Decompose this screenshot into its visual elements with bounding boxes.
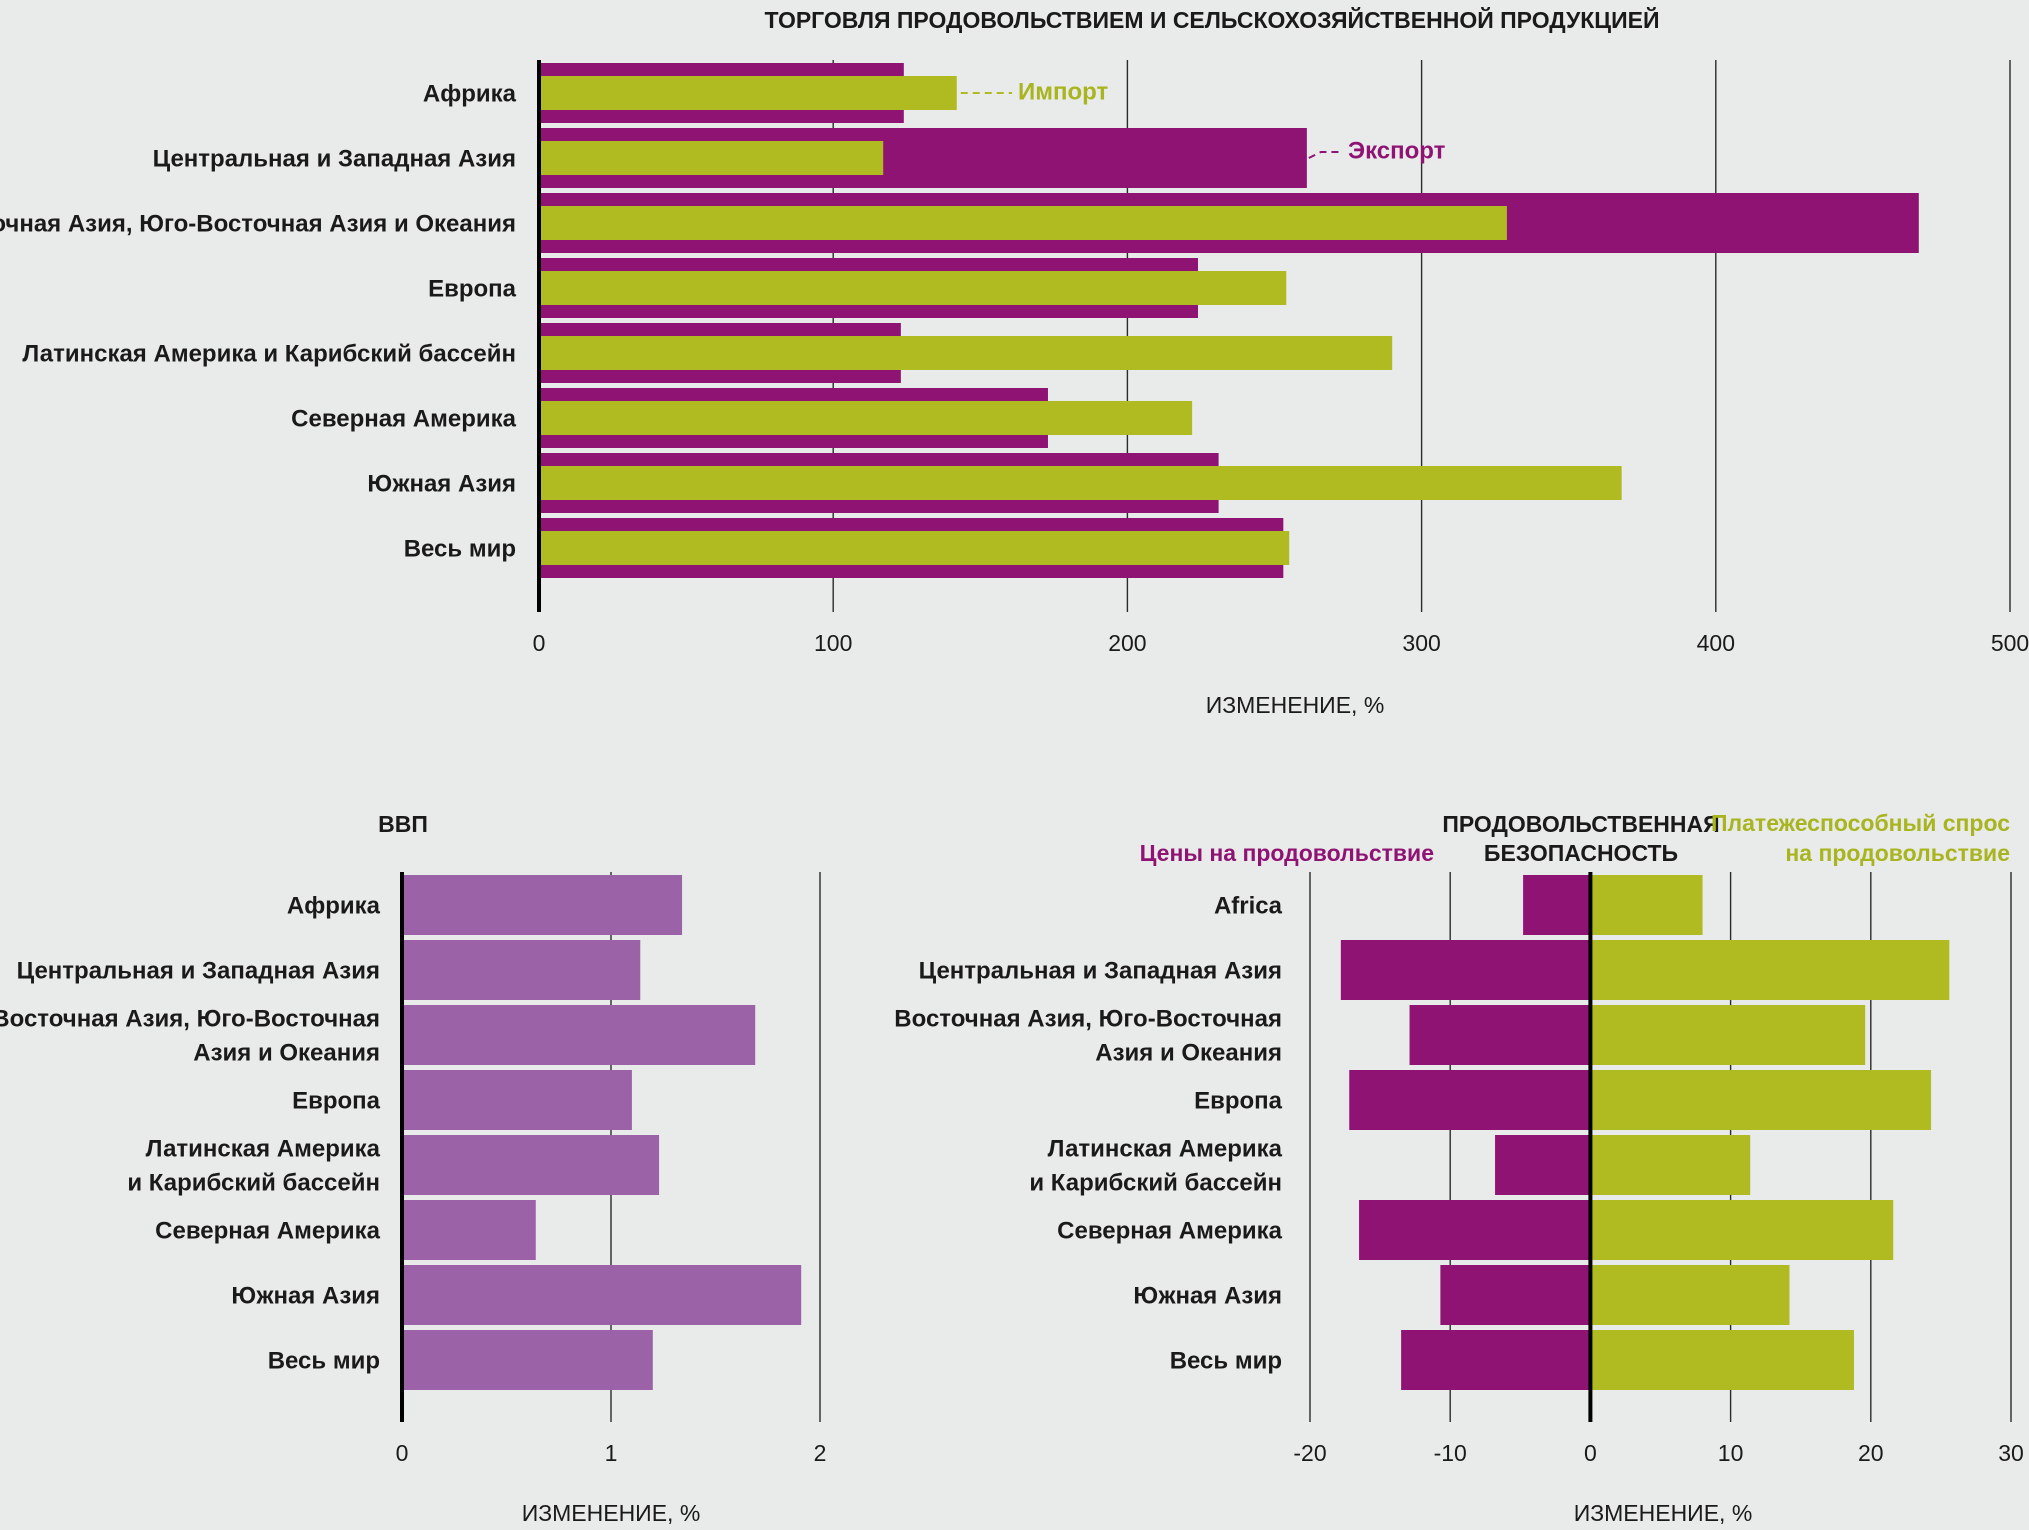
category-label: Восточная Азия, Юго-Восточная Азия и Оке… xyxy=(0,210,516,237)
x-tick-label: 10 xyxy=(1718,1440,1744,1466)
gdp-x-axis-label: ИЗМЕНЕНИЕ, % xyxy=(522,1500,701,1526)
food-price-bar xyxy=(1340,940,1591,1000)
demand-bar xyxy=(1590,1135,1751,1195)
category-label: Латинская Америка и Карибский бассейн xyxy=(127,1135,380,1196)
import-bar xyxy=(539,466,1622,500)
category-label: Северная Америка xyxy=(291,405,517,432)
demand-bar xyxy=(1590,940,1950,1000)
x-tick-label: 0 xyxy=(396,1440,409,1466)
food-price-bar xyxy=(1523,875,1591,935)
category-label: Латинская Америка и Карибский бассейн xyxy=(22,340,516,367)
demand-bar xyxy=(1590,1005,1866,1065)
food-price-bar xyxy=(1349,1070,1591,1130)
x-tick-label: -10 xyxy=(1434,1440,1467,1466)
trade-chart: ТОРГОВЛЯ ПРОДОВОЛЬСТВИЕМ И СЕЛЬСКОХОЗЯЙС… xyxy=(0,6,2029,718)
food-security-x-axis-label: ИЗМЕНЕНИЕ, % xyxy=(1574,1500,1753,1526)
gdp-bar xyxy=(402,1005,756,1065)
category-label: Восточная Азия, Юго-Восточная Азия и Океа… xyxy=(0,1005,380,1066)
x-tick-label: 300 xyxy=(1402,630,1440,656)
category-label: Африка xyxy=(287,892,381,919)
category-label: Южная Азия xyxy=(231,1282,380,1309)
category-label: Южная Азия xyxy=(1133,1282,1282,1309)
gdp-bar xyxy=(402,875,683,935)
gdp-bar xyxy=(402,1070,632,1130)
category-label: Южная Азия xyxy=(367,470,516,497)
demand-bar xyxy=(1590,1070,1932,1130)
category-label: Весь мир xyxy=(404,535,516,562)
demand-bar xyxy=(1590,1265,1790,1325)
x-tick-label: 0 xyxy=(533,630,546,656)
export-annotation: Экспорт xyxy=(1348,137,1446,164)
import-bar xyxy=(539,336,1393,370)
import-bar xyxy=(539,206,1507,240)
import-bar xyxy=(539,531,1290,565)
demand-bar xyxy=(1590,1330,1854,1390)
category-label: Африка xyxy=(423,80,517,107)
x-tick-label: 1 xyxy=(605,1440,618,1466)
legend-demand-line-1: Платежеспособный спрос xyxy=(1711,810,2010,836)
food-security-chart: ПРОДОВОЛЬСТВЕННАЯ БЕЗОПАСНОСТЬ Цены на про… xyxy=(894,810,2024,1526)
gdp-bar xyxy=(402,1265,802,1325)
x-tick-label: 30 xyxy=(1998,1440,2024,1466)
trade-chart-title: ТОРГОВЛЯ ПРОДОВОЛЬСТВИЕМ И СЕЛЬСКОХОЗЯЙС… xyxy=(764,6,1659,33)
legend-demand-line-2: на продовольствие xyxy=(1785,840,2010,866)
import-annotation: Импорт xyxy=(1018,78,1109,105)
category-label: Центральная и Западная Азия xyxy=(17,957,380,984)
food-price-bar xyxy=(1401,1330,1591,1390)
food-price-bar xyxy=(1495,1135,1591,1195)
gdp-bar xyxy=(402,940,641,1000)
category-label: Центральная и Западная Азия xyxy=(153,145,516,172)
trade-x-axis-label: ИЗМЕНЕНИЕ, % xyxy=(1206,692,1385,718)
category-label: Весь мир xyxy=(268,1347,380,1374)
category-label: Africa xyxy=(1214,892,1283,919)
category-label: Латинская Америка и Карибский бассейн xyxy=(1029,1135,1282,1196)
x-tick-label: 200 xyxy=(1108,630,1146,656)
gdp-bar xyxy=(402,1200,536,1260)
category-label: Восточная Азия, Юго-Восточная Азия и Океа… xyxy=(894,1005,1282,1066)
demand-bar xyxy=(1590,875,1703,935)
category-label: Северная Америка xyxy=(1057,1217,1283,1244)
import-bar xyxy=(539,76,957,110)
x-tick-label: 400 xyxy=(1697,630,1735,656)
x-tick-label: 100 xyxy=(814,630,852,656)
food-security-title-line-2: БЕЗОПАСНОСТЬ xyxy=(1484,840,1678,866)
gdp-bar xyxy=(402,1330,653,1390)
gdp-bar xyxy=(402,1135,660,1195)
gdp-chart: ВВП 0 1 2 Африка Центральная и Западная Азия В… xyxy=(0,811,826,1526)
category-label: Весь мир xyxy=(1170,1347,1282,1374)
food-price-bar xyxy=(1409,1005,1591,1065)
category-label: Европа xyxy=(1194,1087,1283,1114)
x-tick-label: -20 xyxy=(1293,1440,1326,1466)
category-label: Центральная и Западная Азия xyxy=(919,957,1282,984)
export-annotation-leader xyxy=(1308,151,1341,159)
x-tick-label: 0 xyxy=(1584,1440,1597,1466)
food-price-bar xyxy=(1440,1265,1591,1325)
legend-food-prices: Цены на продовольствие xyxy=(1140,840,1434,866)
category-label: Северная Америка xyxy=(155,1217,381,1244)
category-label: Европа xyxy=(292,1087,381,1114)
gdp-chart-title: ВВП xyxy=(378,811,428,837)
food-security-title-line-1: ПРОДОВОЛЬСТВЕННАЯ xyxy=(1442,811,1719,837)
demand-bar xyxy=(1590,1200,1894,1260)
x-tick-label: 20 xyxy=(1858,1440,1884,1466)
x-tick-label: 2 xyxy=(814,1440,827,1466)
category-label: Европа xyxy=(428,275,517,302)
food-price-bar xyxy=(1359,1200,1591,1260)
import-bar xyxy=(539,401,1193,435)
import-bar xyxy=(539,271,1287,305)
import-bar xyxy=(539,141,884,175)
x-tick-label: 500 xyxy=(1991,630,2029,656)
